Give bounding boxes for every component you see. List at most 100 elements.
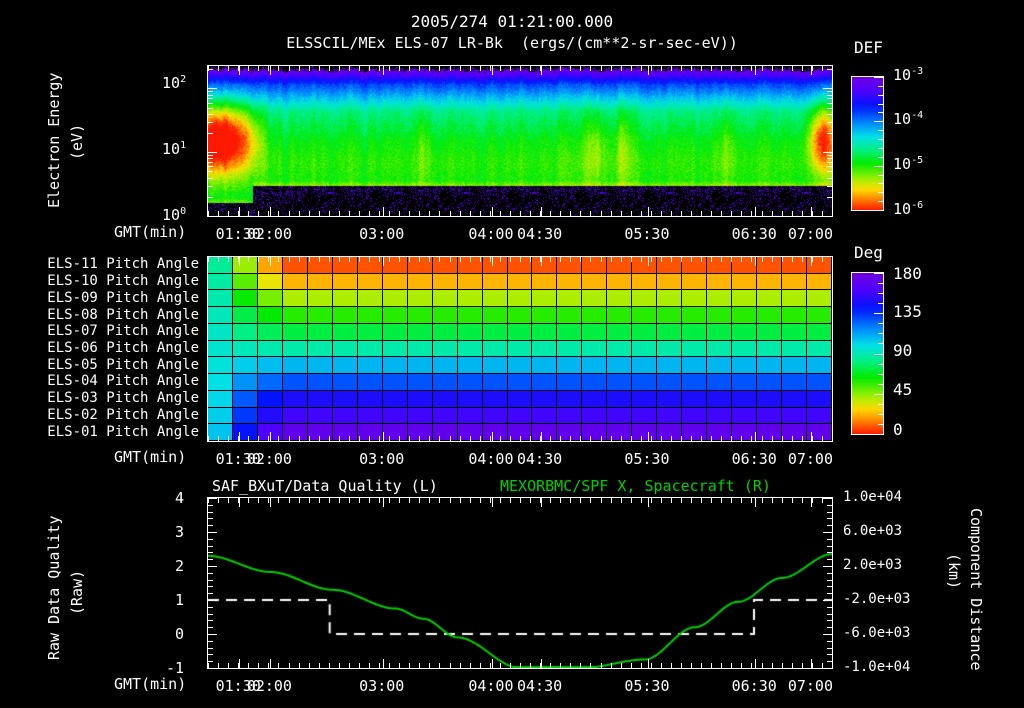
pitch-angle-cell [407, 374, 433, 391]
pitch-angle-cell [632, 424, 658, 441]
bottom-xtick-label: 01:30 [215, 677, 261, 695]
pitch-angle-cell [407, 390, 433, 408]
def-colorbar-gradient [852, 77, 883, 210]
pitch-angle-cell [232, 290, 258, 308]
mid-xtick-label: 04:30 [517, 450, 563, 468]
bottom-ylabel-right-line2: (km) [945, 553, 963, 590]
pitch-angle-cell [507, 374, 533, 391]
pitch-angle-cell [407, 323, 433, 341]
pitch-angle-cell [782, 307, 808, 324]
pitch-angle-cell [682, 257, 708, 274]
pitch-angle-cell [432, 307, 458, 324]
pitch-angle-cell [382, 257, 408, 274]
pitch-angle-cell [208, 323, 233, 341]
pitch-angle-cell [332, 390, 358, 408]
pitch-angle-cell [757, 424, 783, 441]
pitch-angle-cell [582, 424, 608, 441]
pitch-angle-cell [307, 290, 333, 308]
pitch-angle-cell [782, 357, 808, 375]
def-colorbar-label-exponent: -6 [911, 200, 924, 211]
pitch-angle-cell [307, 390, 333, 408]
pitch-angle-cell [557, 407, 583, 425]
pitch-angle-cell [232, 257, 258, 274]
pitch-angle-cell [657, 257, 683, 274]
pitch-angle-cell [282, 257, 308, 274]
pitch-angle-cell [782, 340, 808, 358]
bottom-title-right: MEXORBMC/SPF X, Spacecraft (R) [500, 477, 771, 495]
pitch-angle-cell [457, 374, 483, 391]
top-ytick-10-exp: 1 [180, 140, 187, 151]
pitch-angle-cell [582, 257, 608, 274]
pitch-angle-cell [782, 407, 808, 425]
pitch-angle-cell [532, 290, 558, 308]
pitch-angle-cell [482, 390, 508, 408]
pitch-angle-row-label: ELS-05 Pitch Angle [47, 356, 199, 373]
top-xtick-label: 05:30 [624, 225, 670, 243]
pitch-angle-cell [782, 390, 808, 408]
pitch-angle-cell [582, 374, 608, 391]
def-colorbar-label-exponent: -3 [911, 66, 924, 77]
pitch-angle-cell [657, 290, 683, 308]
bottom-xtick-label: 03:00 [359, 677, 405, 695]
pitch-angle-cell [682, 273, 708, 291]
pitch-angle-cell [732, 257, 758, 274]
def-colorbar-label: 10-6 [893, 200, 923, 218]
pitch-angle-cell [757, 357, 783, 375]
pitch-angle-cell [382, 357, 408, 375]
pitch-angle-cell [482, 290, 508, 308]
pitch-angle-cell [807, 374, 832, 391]
mid-xtick-label: 04:00 [468, 450, 514, 468]
pitch-angle-cell [357, 273, 383, 291]
pitch-angle-cell [682, 290, 708, 308]
pitch-angle-cell [607, 357, 633, 375]
mid-xtick-label: 02:00 [246, 450, 292, 468]
pitch-angle-cell [232, 407, 258, 425]
mid-xtick-label: 07:00 [787, 450, 833, 468]
pitch-angle-cell [307, 257, 333, 274]
pitch-angle-row-label: ELS-04 Pitch Angle [47, 373, 199, 390]
def-colorbar-title: DEF [854, 38, 883, 57]
bottom-xtick-label: 07:00 [787, 677, 833, 695]
pitch-angle-cell [457, 390, 483, 408]
deg-colorbar-gradient [852, 273, 883, 434]
pitch-angle-cell [332, 424, 358, 441]
pitch-angle-cell [582, 323, 608, 341]
def-colorbar-label-mantissa: 10 [893, 200, 912, 218]
pitch-angle-cell [208, 290, 233, 308]
pitch-angle-cell [482, 357, 508, 375]
pitch-angle-cell [507, 290, 533, 308]
mid-xtick-label: 03:00 [359, 450, 405, 468]
pitch-angle-cell [707, 290, 733, 308]
data-quality-canvas [208, 498, 832, 668]
pitch-angle-cell [632, 257, 658, 274]
pitch-angle-cell [282, 424, 308, 441]
pitch-angle-cell [208, 407, 233, 425]
pitch-angle-cell [807, 407, 832, 425]
top-xtick-label: 02:00 [246, 225, 292, 243]
top-xtick-label: 01:30 [215, 225, 261, 243]
pitch-angle-cell [357, 340, 383, 358]
pitch-angle-cell [507, 424, 533, 441]
pitch-angle-cell [707, 340, 733, 358]
pitch-angle-cell [732, 323, 758, 341]
pitch-angle-cell [732, 307, 758, 324]
pitch-angle-cell [332, 323, 358, 341]
pitch-angle-cell [208, 390, 233, 408]
pitch-angle-cell [457, 323, 483, 341]
pitch-angle-cell [432, 257, 458, 274]
top-xtick-label: 07:00 [787, 225, 833, 243]
pitch-angle-cell [307, 357, 333, 375]
def-colorbar-label-mantissa: 10 [893, 155, 912, 173]
pitch-angle-cell [557, 340, 583, 358]
pitch-angle-cell [632, 390, 658, 408]
pitch-angle-cell [507, 357, 533, 375]
bottom-xtick-label: 05:30 [624, 677, 670, 695]
pitch-angle-cell [232, 340, 258, 358]
pitch-angle-cell [432, 374, 458, 391]
pitch-angle-cell [482, 374, 508, 391]
pitch-angle-cell [332, 290, 358, 308]
pitch-angle-cell [507, 390, 533, 408]
pitch-angle-cell [807, 307, 832, 324]
pitch-angle-cell [507, 407, 533, 425]
pitch-angle-cell [257, 273, 283, 291]
